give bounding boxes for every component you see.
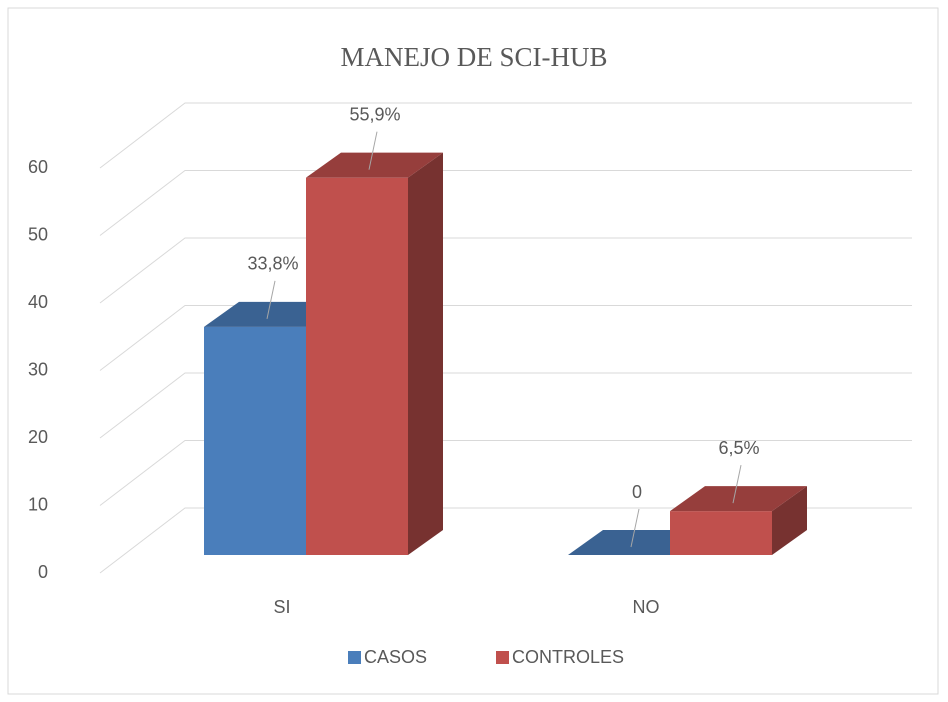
bar — [306, 177, 408, 556]
bar-top — [670, 486, 807, 512]
leader-line — [368, 131, 378, 170]
bar-side — [772, 486, 807, 555]
y-tick-label: 40 — [28, 292, 48, 312]
leader-line — [266, 280, 276, 319]
data-label: 6,5% — [718, 438, 759, 458]
chart-border — [7, 7, 939, 695]
y-tick-label: 10 — [28, 494, 48, 514]
x-tick-label: NO — [633, 597, 660, 617]
grid-line — [99, 170, 912, 236]
data-label: 33,8% — [247, 254, 298, 274]
data-label: 55,9% — [349, 104, 400, 124]
y-tick-label: 20 — [28, 427, 48, 447]
grid-line — [99, 507, 912, 574]
bar-top — [306, 152, 443, 178]
leader-line — [732, 465, 742, 504]
grid-line — [99, 372, 912, 439]
grid-line — [99, 440, 912, 506]
y-tick-label: 30 — [28, 359, 48, 379]
leader-line — [630, 508, 640, 548]
x-tick-label: SI — [273, 597, 290, 617]
legend-swatch — [348, 651, 361, 664]
grid-line — [99, 237, 912, 304]
grid-line — [99, 102, 912, 169]
y-tick-label: 60 — [28, 157, 48, 177]
data-label: 0 — [632, 482, 642, 502]
legend-swatch — [496, 651, 509, 664]
y-tick-label: 50 — [28, 224, 48, 244]
bar-side — [408, 152, 443, 556]
bar — [670, 511, 772, 555]
y-tick-label: 0 — [38, 562, 48, 582]
legend-label: CONTROLES — [512, 647, 624, 667]
grid-line — [99, 305, 912, 371]
legend-label: CASOS — [364, 647, 427, 667]
chart-title: MANEJO DE SCI-HUB — [340, 42, 607, 72]
bar — [204, 326, 306, 555]
